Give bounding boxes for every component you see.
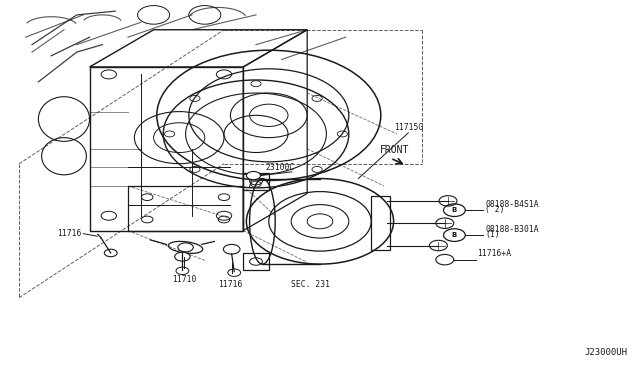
Text: SEC. 231: SEC. 231: [291, 280, 330, 289]
Text: 11716: 11716: [58, 229, 82, 238]
Circle shape: [223, 244, 240, 254]
Text: B: B: [452, 232, 457, 238]
Circle shape: [436, 254, 454, 265]
Text: 08188-B301A: 08188-B301A: [485, 225, 539, 234]
Text: 11710: 11710: [172, 275, 196, 283]
Circle shape: [429, 240, 447, 251]
Circle shape: [436, 218, 454, 228]
Text: 23100C: 23100C: [266, 163, 295, 172]
Text: FRONT: FRONT: [380, 145, 409, 155]
Circle shape: [175, 252, 190, 261]
Text: 11715G: 11715G: [394, 123, 423, 132]
Text: B: B: [452, 207, 457, 213]
Text: ( 2): ( 2): [485, 205, 504, 214]
Text: 11716+A: 11716+A: [477, 249, 511, 258]
Circle shape: [246, 171, 260, 180]
Circle shape: [439, 196, 457, 206]
Text: 11716: 11716: [218, 280, 243, 289]
Text: J23000UH: J23000UH: [584, 348, 627, 357]
Text: 08188-B4S1A: 08188-B4S1A: [485, 200, 539, 209]
Text: (1): (1): [485, 230, 500, 239]
